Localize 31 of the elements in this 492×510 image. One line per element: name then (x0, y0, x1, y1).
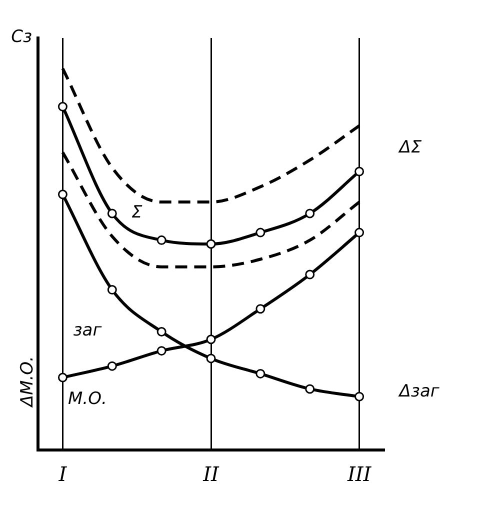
point (354, 392, 364, 402)
point (206, 354, 216, 364)
series-label: М.О. (68, 389, 107, 410)
x-tick-label: II (202, 462, 220, 486)
point (305, 208, 315, 218)
point (305, 270, 315, 280)
point (256, 368, 266, 378)
point (156, 326, 166, 336)
point (107, 208, 117, 218)
point (256, 304, 266, 314)
point (58, 372, 68, 382)
series-label: Σ (131, 202, 142, 222)
series-label: заг (73, 320, 102, 341)
text: Δзаг (397, 382, 440, 402)
point (58, 190, 68, 200)
x-tick-label: III (346, 462, 372, 486)
point (156, 235, 166, 245)
text: ΔΣ (397, 137, 422, 158)
annotation: ΔМ.О. (18, 356, 38, 409)
point (58, 102, 68, 112)
point (305, 384, 315, 394)
point (206, 334, 216, 344)
point (256, 228, 266, 238)
point (354, 166, 364, 176)
point (354, 228, 364, 238)
point (206, 239, 216, 249)
x-tick-label: I (58, 462, 68, 486)
y-axis-title: Сз (11, 27, 32, 47)
point (156, 346, 166, 356)
point (107, 285, 117, 295)
point (107, 361, 117, 371)
